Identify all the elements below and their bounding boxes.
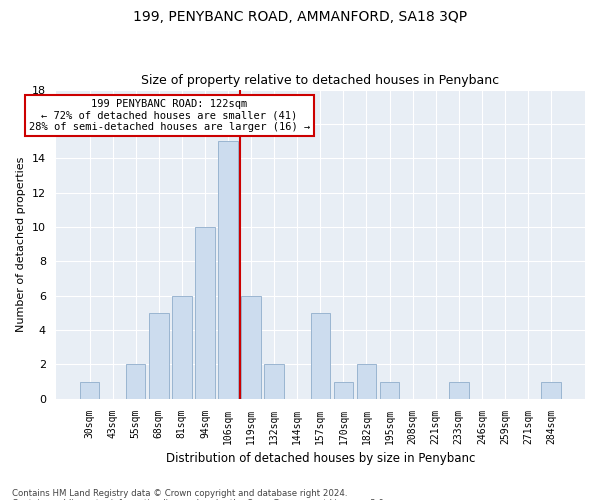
Bar [149, 313, 169, 398]
X-axis label: Distribution of detached houses by size in Penybanc: Distribution of detached houses by size … [166, 452, 475, 465]
Text: Contains public sector information licensed under the Open Government Licence v3: Contains public sector information licen… [12, 498, 386, 500]
Text: 199 PENYBANC ROAD: 122sqm
← 72% of detached houses are smaller (41)
28% of semi-: 199 PENYBANC ROAD: 122sqm ← 72% of detac… [29, 99, 310, 132]
Title: Size of property relative to detached houses in Penybanc: Size of property relative to detached ho… [141, 74, 499, 87]
Bar [241, 296, 261, 399]
Bar [80, 382, 100, 398]
Bar [356, 364, 376, 398]
Bar [311, 313, 330, 398]
Bar [380, 382, 400, 398]
Bar [195, 227, 215, 398]
Bar [126, 364, 145, 398]
Bar [218, 141, 238, 399]
Y-axis label: Number of detached properties: Number of detached properties [16, 156, 26, 332]
Text: Contains HM Land Registry data © Crown copyright and database right 2024.: Contains HM Land Registry data © Crown c… [12, 488, 347, 498]
Bar [334, 382, 353, 398]
Bar [172, 296, 191, 399]
Bar [449, 382, 469, 398]
Bar [265, 364, 284, 398]
Text: 199, PENYBANC ROAD, AMMANFORD, SA18 3QP: 199, PENYBANC ROAD, AMMANFORD, SA18 3QP [133, 10, 467, 24]
Bar [541, 382, 561, 398]
